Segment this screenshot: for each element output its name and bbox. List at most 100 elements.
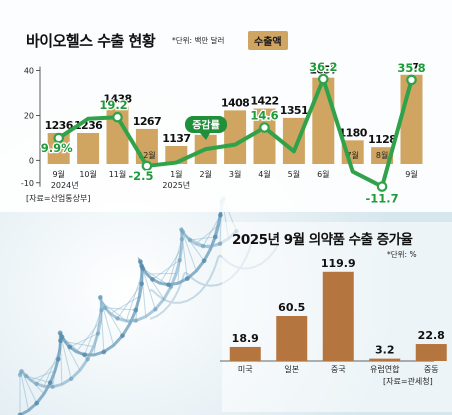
month-label: 2월 (199, 169, 211, 179)
dna-rung (125, 273, 143, 322)
dna-node (212, 234, 218, 240)
dna-node (179, 236, 185, 242)
dna-rung (195, 224, 219, 245)
growth-point-label: -2.5 (128, 169, 153, 183)
growth-point (376, 181, 388, 192)
growth-legend-badge (185, 116, 227, 133)
pharma-bar-label: 22.8 (418, 329, 445, 342)
pharma-chart-title: 2025년 9월 의약품 수출 증가율 (232, 232, 413, 248)
month-label: 1월 (170, 169, 182, 179)
dna-node (200, 244, 206, 249)
dna-node (166, 282, 171, 288)
export-chart-unit: *단위: 백만 달러 (172, 36, 225, 45)
pharma-category-label: 중국 (331, 365, 346, 374)
growth-legend: 증감률 (185, 116, 227, 140)
dna-rung (30, 370, 56, 381)
dna-node (218, 212, 223, 218)
export-bar (282, 117, 305, 164)
export-bar-label: 1408 (221, 96, 249, 109)
dna-rung (64, 341, 94, 348)
export-chart-source: [자료=산업통상부] (26, 194, 91, 203)
dna-node (150, 276, 155, 282)
dna-node (85, 357, 90, 362)
export-chart-title: 바이오헬스 수출 현황 (26, 32, 156, 50)
dna-node (34, 381, 39, 387)
dna-node (177, 258, 182, 263)
year-label: 2024년 (51, 180, 79, 190)
dna-node (47, 380, 53, 386)
dna-node (17, 412, 23, 415)
export-bar-label: 1236 (45, 119, 74, 132)
dna-node (139, 281, 145, 287)
pharma-bar-label: 119.9 (321, 257, 356, 270)
year-label: 2025년 (162, 180, 190, 190)
y-tick-label: 0 (29, 156, 34, 165)
dna-node (57, 330, 63, 336)
dna-rung (117, 283, 143, 319)
dna-rung (36, 358, 59, 385)
dna-node (101, 349, 107, 355)
dna-rung (76, 320, 101, 353)
pharma-chart-unit: *단위: % (387, 250, 417, 259)
dna-node (115, 316, 120, 321)
dna-node (180, 229, 186, 235)
pharma-chart-source: [자료=관세청] (383, 377, 433, 386)
dna-node (82, 352, 88, 358)
dna-node (59, 334, 65, 340)
dna-rung (69, 332, 99, 348)
dna-node (184, 276, 190, 281)
pharma-bar (229, 346, 261, 361)
growth-point-label: 35.8 (397, 61, 425, 75)
month-label: 11월 (109, 169, 127, 179)
export-bar-label: 1137 (162, 132, 190, 145)
export-bar (224, 110, 247, 164)
growth-point-label: -11.7 (366, 192, 399, 206)
y-tick-label: 40 (24, 66, 34, 75)
growth-point (259, 122, 270, 133)
dna-node (58, 338, 63, 344)
growth-point (53, 132, 64, 144)
dna-node (50, 384, 55, 389)
export-bar-label: 1679 (397, 61, 425, 74)
growth-points: 9.9% 19.2 -2.5 14.6 36.2 -11.7 35.8 (39, 59, 426, 207)
pharma-category-label: 유럽연합 (370, 365, 400, 374)
pharma-bar-label: 60.5 (278, 301, 305, 314)
month-label: 10월 (79, 169, 97, 179)
dna-strand (19, 197, 224, 415)
growth-point-label: 14.6 (250, 109, 278, 123)
pharma-category-label: 일본 (284, 365, 299, 374)
dna-node (34, 400, 40, 406)
dna-node (24, 373, 29, 379)
dna-node (55, 356, 61, 362)
dna-node (67, 344, 73, 350)
month-label: 4월 (258, 169, 270, 179)
dna-rung (168, 239, 183, 285)
dna-node (153, 307, 158, 312)
growth-point (317, 73, 329, 85)
growth-point-label: 9.9% (41, 141, 73, 155)
growth-point-label: 19.2 (99, 98, 127, 112)
y-axis: 40 20 0 -10 (21, 66, 41, 188)
export-bar (77, 132, 100, 164)
pharma-bar-label: 18.9 (232, 332, 259, 345)
y-tick-label: 20 (24, 111, 34, 120)
top-panel (0, 0, 452, 212)
dna-node (133, 318, 138, 323)
month-label: 8월 (376, 150, 388, 160)
dna-rung (110, 295, 140, 315)
dna-helix (17, 196, 239, 415)
pharma-bar-label: 3.2 (375, 344, 395, 357)
export-legend-badge: 수출액 (248, 31, 288, 50)
growth-legend-pointer (200, 133, 210, 140)
dna-node (137, 259, 143, 264)
dna-node (201, 258, 207, 264)
export-bar-label: 1657 (309, 64, 337, 77)
pharma-bars: 18.9 미국 60.5 일본 119.9 중국 3.2 유럽연합 22.8 중동 (229, 257, 447, 374)
pharma-bar (276, 315, 308, 361)
export-bar-label: 1128 (368, 133, 396, 146)
dna-rung (20, 371, 29, 411)
